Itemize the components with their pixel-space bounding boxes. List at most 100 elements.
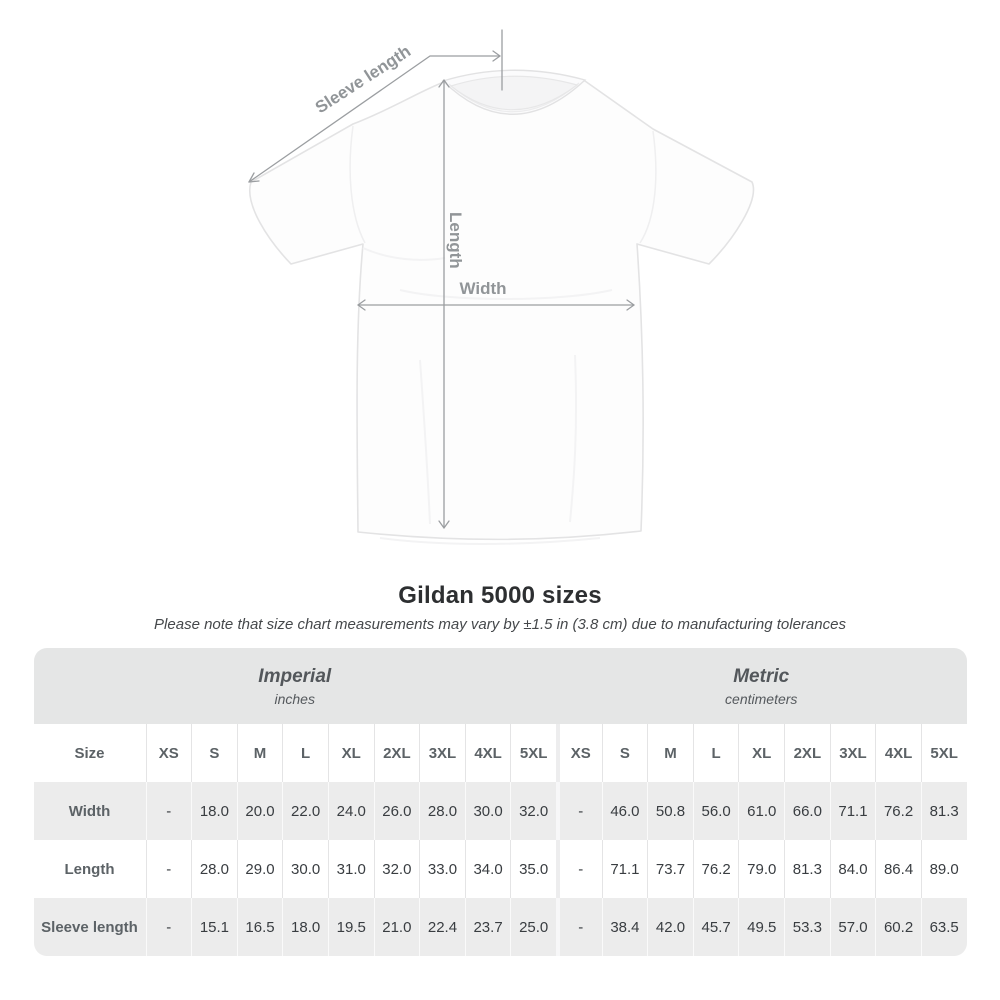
page-subtitle: Please note that size chart measurements… <box>154 616 846 633</box>
length-arrow <box>438 79 450 529</box>
value-cell: 76.2 <box>875 782 921 840</box>
size-col: XL <box>738 724 784 782</box>
value-cell: - <box>555 782 602 840</box>
value-cell: 19.5 <box>327 898 374 956</box>
value-cell: 71.1 <box>601 840 648 898</box>
size-col: 3XL <box>829 724 876 782</box>
value-cell: - <box>145 840 192 898</box>
width-label: Width <box>459 279 506 298</box>
sleeve-length-arrow <box>248 29 503 183</box>
size-col: XS <box>555 724 602 782</box>
size-chart-table: Imperial inches Metric centimeters Size … <box>33 648 967 956</box>
tshirt-illustration <box>248 69 755 545</box>
metric-unit: centimeters <box>725 690 798 707</box>
size-header-row: Size XS S M L XL 2XL 3XL 4XL 5XL XS S M … <box>33 724 967 782</box>
page-title: Gildan 5000 sizes <box>398 582 602 609</box>
value-cell: 24.0 <box>327 782 374 840</box>
row-label: Sleeve length <box>41 918 138 936</box>
table-row-length: Length - 28.0 29.0 30.0 31.0 32.0 33.0 3… <box>33 840 967 898</box>
value-cell: 46.0 <box>601 782 648 840</box>
value-cell: 81.3 <box>784 840 830 898</box>
value-cell: 35.0 <box>510 840 556 898</box>
size-col: 3XL <box>419 724 465 782</box>
table-row-sleeve-length: Sleeve length - 15.1 16.5 18.0 19.5 21.0… <box>33 898 967 956</box>
value-cell: 50.8 <box>647 782 693 840</box>
size-col: L <box>282 724 328 782</box>
value-cell: 22.4 <box>419 898 465 956</box>
value-cell: 26.0 <box>373 782 420 840</box>
size-col: S <box>601 724 648 782</box>
value-cell: 49.5 <box>738 898 784 956</box>
table-row-width: Width - 18.0 20.0 22.0 24.0 26.0 28.0 30… <box>33 782 967 840</box>
value-cell: 15.1 <box>191 898 237 956</box>
left-armhole-seam <box>349 125 366 244</box>
size-col: M <box>236 724 283 782</box>
value-cell: 71.1 <box>829 782 876 840</box>
value-cell: 18.0 <box>282 898 328 956</box>
value-cell: 66.0 <box>784 782 830 840</box>
value-cell: - <box>555 898 602 956</box>
size-col: L <box>692 724 739 782</box>
size-header-label: Size <box>74 744 105 762</box>
right-armhole-seam <box>639 130 657 244</box>
value-cell: 45.7 <box>692 898 739 956</box>
imperial-label: Imperial <box>258 665 332 687</box>
value-cell: 38.4 <box>601 898 648 956</box>
value-cell: 28.0 <box>191 840 237 898</box>
units-header-row: Imperial inches Metric centimeters <box>33 648 967 724</box>
value-cell: - <box>145 898 192 956</box>
value-cell: 81.3 <box>920 782 967 840</box>
metric-section-header: Metric centimeters <box>556 648 967 724</box>
value-cell: 21.0 <box>373 898 420 956</box>
value-cell: 32.0 <box>510 782 556 840</box>
tshirt-measurement-figure: Length Width Sleeve length <box>248 29 755 545</box>
value-cell: 57.0 <box>829 898 876 956</box>
size-col: 4XL <box>875 724 921 782</box>
value-cell: 76.2 <box>692 840 739 898</box>
collar <box>441 69 587 115</box>
value-cell: 30.0 <box>282 840 328 898</box>
value-cell: 53.3 <box>784 898 830 956</box>
size-col: 4XL <box>464 724 511 782</box>
metric-label: Metric <box>733 665 790 687</box>
value-cell: 84.0 <box>829 840 876 898</box>
size-col: XL <box>327 724 374 782</box>
imperial-unit: inches <box>274 690 315 707</box>
value-cell: 22.0 <box>282 782 328 840</box>
value-cell: 56.0 <box>692 782 739 840</box>
value-cell: 29.0 <box>236 840 283 898</box>
value-cell: 20.0 <box>236 782 283 840</box>
value-cell: 28.0 <box>419 782 465 840</box>
size-col: 5XL <box>510 724 556 782</box>
value-cell: - <box>145 782 192 840</box>
value-cell: 79.0 <box>738 840 784 898</box>
row-label: Length <box>64 860 115 878</box>
value-cell: 42.0 <box>647 898 693 956</box>
value-cell: 86.4 <box>875 840 921 898</box>
value-cell: - <box>555 840 602 898</box>
row-label: Width <box>68 802 111 820</box>
value-cell: 33.0 <box>419 840 465 898</box>
value-cell: 34.0 <box>464 840 511 898</box>
value-cell: 30.0 <box>464 782 511 840</box>
imperial-section-header: Imperial inches <box>34 648 556 724</box>
size-col: 2XL <box>373 724 420 782</box>
value-cell: 89.0 <box>920 840 967 898</box>
size-col: M <box>647 724 693 782</box>
length-label: Length <box>446 212 465 269</box>
width-arrow <box>357 299 635 311</box>
value-cell: 31.0 <box>327 840 374 898</box>
value-cell: 18.0 <box>191 782 237 840</box>
size-col: XS <box>145 724 192 782</box>
value-cell: 25.0 <box>510 898 556 956</box>
value-cell: 32.0 <box>373 840 420 898</box>
tshirt-diagram: Length Width Sleeve length <box>248 29 755 545</box>
value-cell: 23.7 <box>464 898 511 956</box>
size-col: 2XL <box>784 724 830 782</box>
size-col: 5XL <box>920 724 967 782</box>
value-cell: 16.5 <box>236 898 283 956</box>
size-col: S <box>191 724 237 782</box>
value-cell: 60.2 <box>875 898 921 956</box>
value-cell: 63.5 <box>920 898 967 956</box>
value-cell: 73.7 <box>647 840 693 898</box>
